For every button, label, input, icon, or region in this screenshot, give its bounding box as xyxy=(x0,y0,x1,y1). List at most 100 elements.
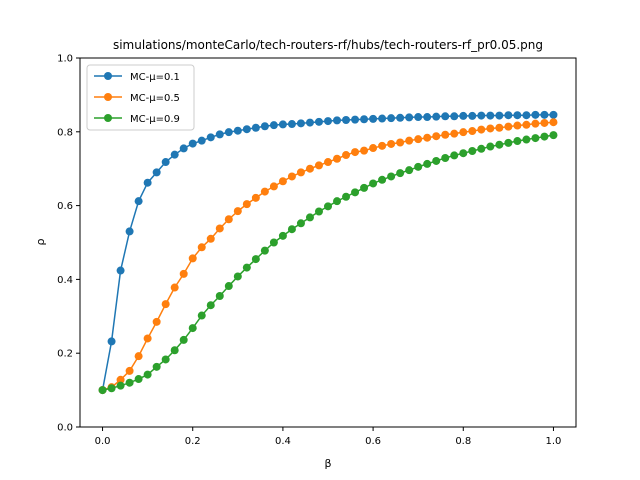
data-point xyxy=(522,120,531,129)
data-point xyxy=(441,130,450,139)
data-point xyxy=(477,111,486,120)
data-point xyxy=(170,346,179,355)
y-axis-label: ρ xyxy=(34,238,47,245)
data-point xyxy=(495,140,504,149)
data-point xyxy=(378,175,387,184)
data-point xyxy=(522,135,531,144)
data-point xyxy=(278,231,287,240)
y-tick-label: 0.6 xyxy=(57,201,73,212)
data-point xyxy=(107,337,116,346)
legend-marker xyxy=(104,72,112,80)
data-point xyxy=(188,254,197,263)
data-point xyxy=(269,121,278,130)
data-point xyxy=(396,113,405,122)
y-axis: 0.0 0.2 0.4 0.6 0.8 1.0 xyxy=(57,54,80,434)
data-point xyxy=(260,187,269,196)
data-point xyxy=(459,111,468,120)
data-point xyxy=(143,334,152,343)
data-point xyxy=(351,188,360,197)
data-point xyxy=(414,135,423,144)
data-point xyxy=(251,123,260,132)
data-point xyxy=(98,386,107,395)
data-point xyxy=(287,225,296,234)
data-point xyxy=(251,255,260,264)
data-point xyxy=(152,168,161,177)
data-point xyxy=(342,192,351,201)
data-point xyxy=(387,114,396,123)
data-point xyxy=(269,182,278,191)
data-point xyxy=(215,224,224,233)
data-point xyxy=(432,156,441,165)
data-point xyxy=(423,159,432,168)
data-point xyxy=(423,133,432,142)
data-point xyxy=(116,375,125,384)
data-point xyxy=(540,110,549,119)
data-point xyxy=(468,127,477,136)
legend-label: MC-μ=0.5 xyxy=(130,93,180,104)
legend-box xyxy=(86,64,195,131)
data-point xyxy=(423,113,432,122)
data-point xyxy=(233,272,242,281)
data-point xyxy=(513,121,522,130)
legend-label: MC-μ=0.9 xyxy=(130,114,180,125)
data-point xyxy=(531,119,540,128)
data-point xyxy=(161,300,170,309)
data-point xyxy=(387,139,396,148)
data-point xyxy=(333,116,342,125)
data-point xyxy=(342,151,351,160)
data-point xyxy=(441,112,450,121)
y-tick-label: 0.2 xyxy=(57,349,73,360)
data-point xyxy=(324,202,332,211)
data-point xyxy=(531,134,540,143)
data-point xyxy=(432,112,441,121)
data-point xyxy=(342,115,351,124)
legend-item: MC-μ=0.9 xyxy=(94,114,180,125)
data-point xyxy=(134,352,143,361)
data-point xyxy=(369,144,378,153)
x-axis: 0.0 0.2 0.4 0.6 0.8 1.0 xyxy=(95,427,562,447)
data-point xyxy=(351,148,360,157)
data-point xyxy=(477,144,486,153)
series-2 xyxy=(98,118,558,395)
data-point xyxy=(161,158,170,167)
data-point xyxy=(278,177,287,186)
data-point xyxy=(405,136,414,145)
data-point xyxy=(188,139,197,148)
data-point xyxy=(152,362,161,371)
data-point xyxy=(125,227,134,236)
data-point xyxy=(260,122,269,131)
data-point xyxy=(143,178,152,187)
x-tick-label: 0.8 xyxy=(455,436,471,447)
x-tick-label: 0.0 xyxy=(95,436,111,447)
series-layer xyxy=(98,110,558,395)
data-point xyxy=(369,114,378,123)
data-point xyxy=(459,128,468,137)
data-point xyxy=(486,124,495,133)
data-point xyxy=(179,144,188,153)
data-point xyxy=(486,142,495,151)
y-tick-label: 0.0 xyxy=(57,423,73,434)
data-point xyxy=(179,335,188,344)
data-point xyxy=(351,115,360,124)
legend-marker xyxy=(104,93,112,101)
data-point xyxy=(251,193,260,202)
data-point xyxy=(360,183,369,192)
series-3 xyxy=(98,131,558,395)
data-point xyxy=(396,169,405,178)
data-point xyxy=(405,113,414,122)
x-tick-label: 1.0 xyxy=(546,436,562,447)
data-point xyxy=(378,141,387,150)
data-point xyxy=(305,118,314,127)
y-tick-label: 0.4 xyxy=(57,275,73,286)
data-point xyxy=(242,200,251,209)
data-point xyxy=(549,118,558,127)
data-point xyxy=(224,215,233,224)
legend: MC-μ=0.1 MC-μ=0.5 MC-μ=0.9 xyxy=(86,64,195,131)
legend-item: MC-μ=0.1 xyxy=(94,72,180,83)
data-point xyxy=(215,292,224,301)
data-point xyxy=(549,131,558,140)
data-point xyxy=(287,120,296,129)
data-point xyxy=(513,111,522,120)
data-point xyxy=(233,207,242,216)
